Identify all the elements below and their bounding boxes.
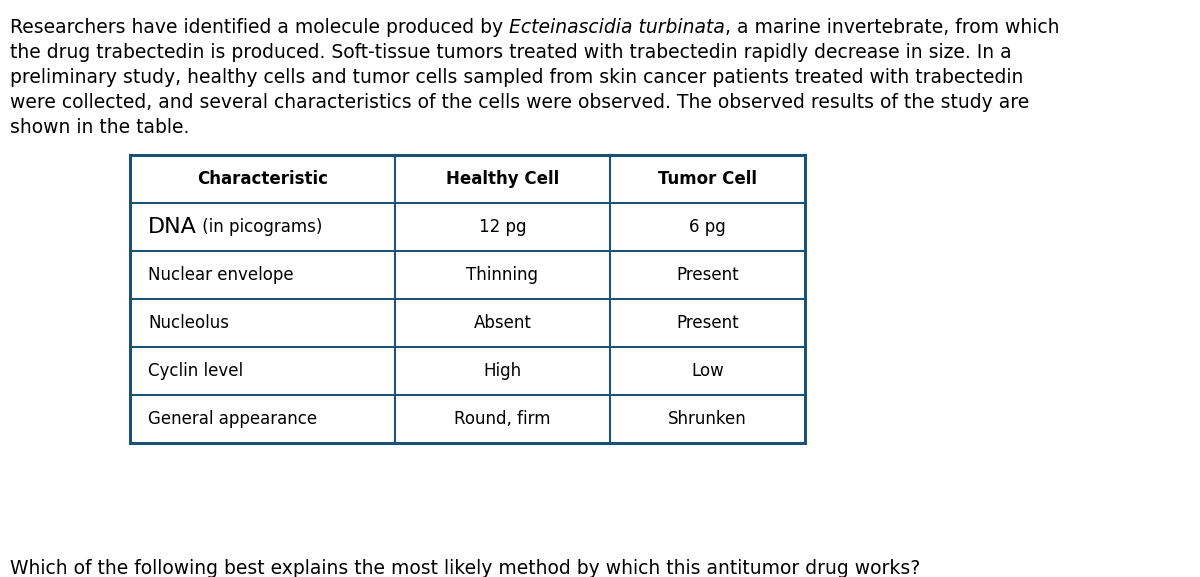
Text: Nucleolus: Nucleolus <box>148 314 229 332</box>
Text: Cyclin level: Cyclin level <box>148 362 244 380</box>
Text: preliminary study, healthy cells and tumor cells sampled from skin cancer patien: preliminary study, healthy cells and tum… <box>10 68 1024 87</box>
Text: Researchers have identified a molecule produced by: Researchers have identified a molecule p… <box>10 18 509 37</box>
Text: DNA: DNA <box>148 217 197 237</box>
Text: Nuclear envelope: Nuclear envelope <box>148 266 294 284</box>
Text: Thinning: Thinning <box>467 266 539 284</box>
Text: (in picograms): (in picograms) <box>197 218 323 236</box>
Text: were collected, and several characteristics of the cells were observed. The obse: were collected, and several characterist… <box>10 93 1030 112</box>
Text: Healthy Cell: Healthy Cell <box>446 170 559 188</box>
Text: shown in the table.: shown in the table. <box>10 118 190 137</box>
Bar <box>130 155 805 443</box>
Text: Present: Present <box>676 266 739 284</box>
Text: High: High <box>484 362 522 380</box>
Text: Which of the following best explains the most likely method by which this antitu: Which of the following best explains the… <box>10 559 920 577</box>
Text: Tumor Cell: Tumor Cell <box>658 170 757 188</box>
Text: Low: Low <box>691 362 724 380</box>
Text: Absent: Absent <box>474 314 532 332</box>
Text: Ecteinascidia turbinata: Ecteinascidia turbinata <box>509 18 725 37</box>
Text: Characteristic: Characteristic <box>197 170 328 188</box>
Text: , a marine invertebrate, from which: , a marine invertebrate, from which <box>725 18 1060 37</box>
Text: the drug trabectedin is produced. Soft-tissue tumors treated with trabectedin ra: the drug trabectedin is produced. Soft-t… <box>10 43 1012 62</box>
Text: 6 pg: 6 pg <box>689 218 726 236</box>
Text: Present: Present <box>676 314 739 332</box>
Text: Round, firm: Round, firm <box>455 410 551 428</box>
Text: Shrunken: Shrunken <box>668 410 746 428</box>
Text: 12 pg: 12 pg <box>479 218 527 236</box>
Text: General appearance: General appearance <box>148 410 317 428</box>
